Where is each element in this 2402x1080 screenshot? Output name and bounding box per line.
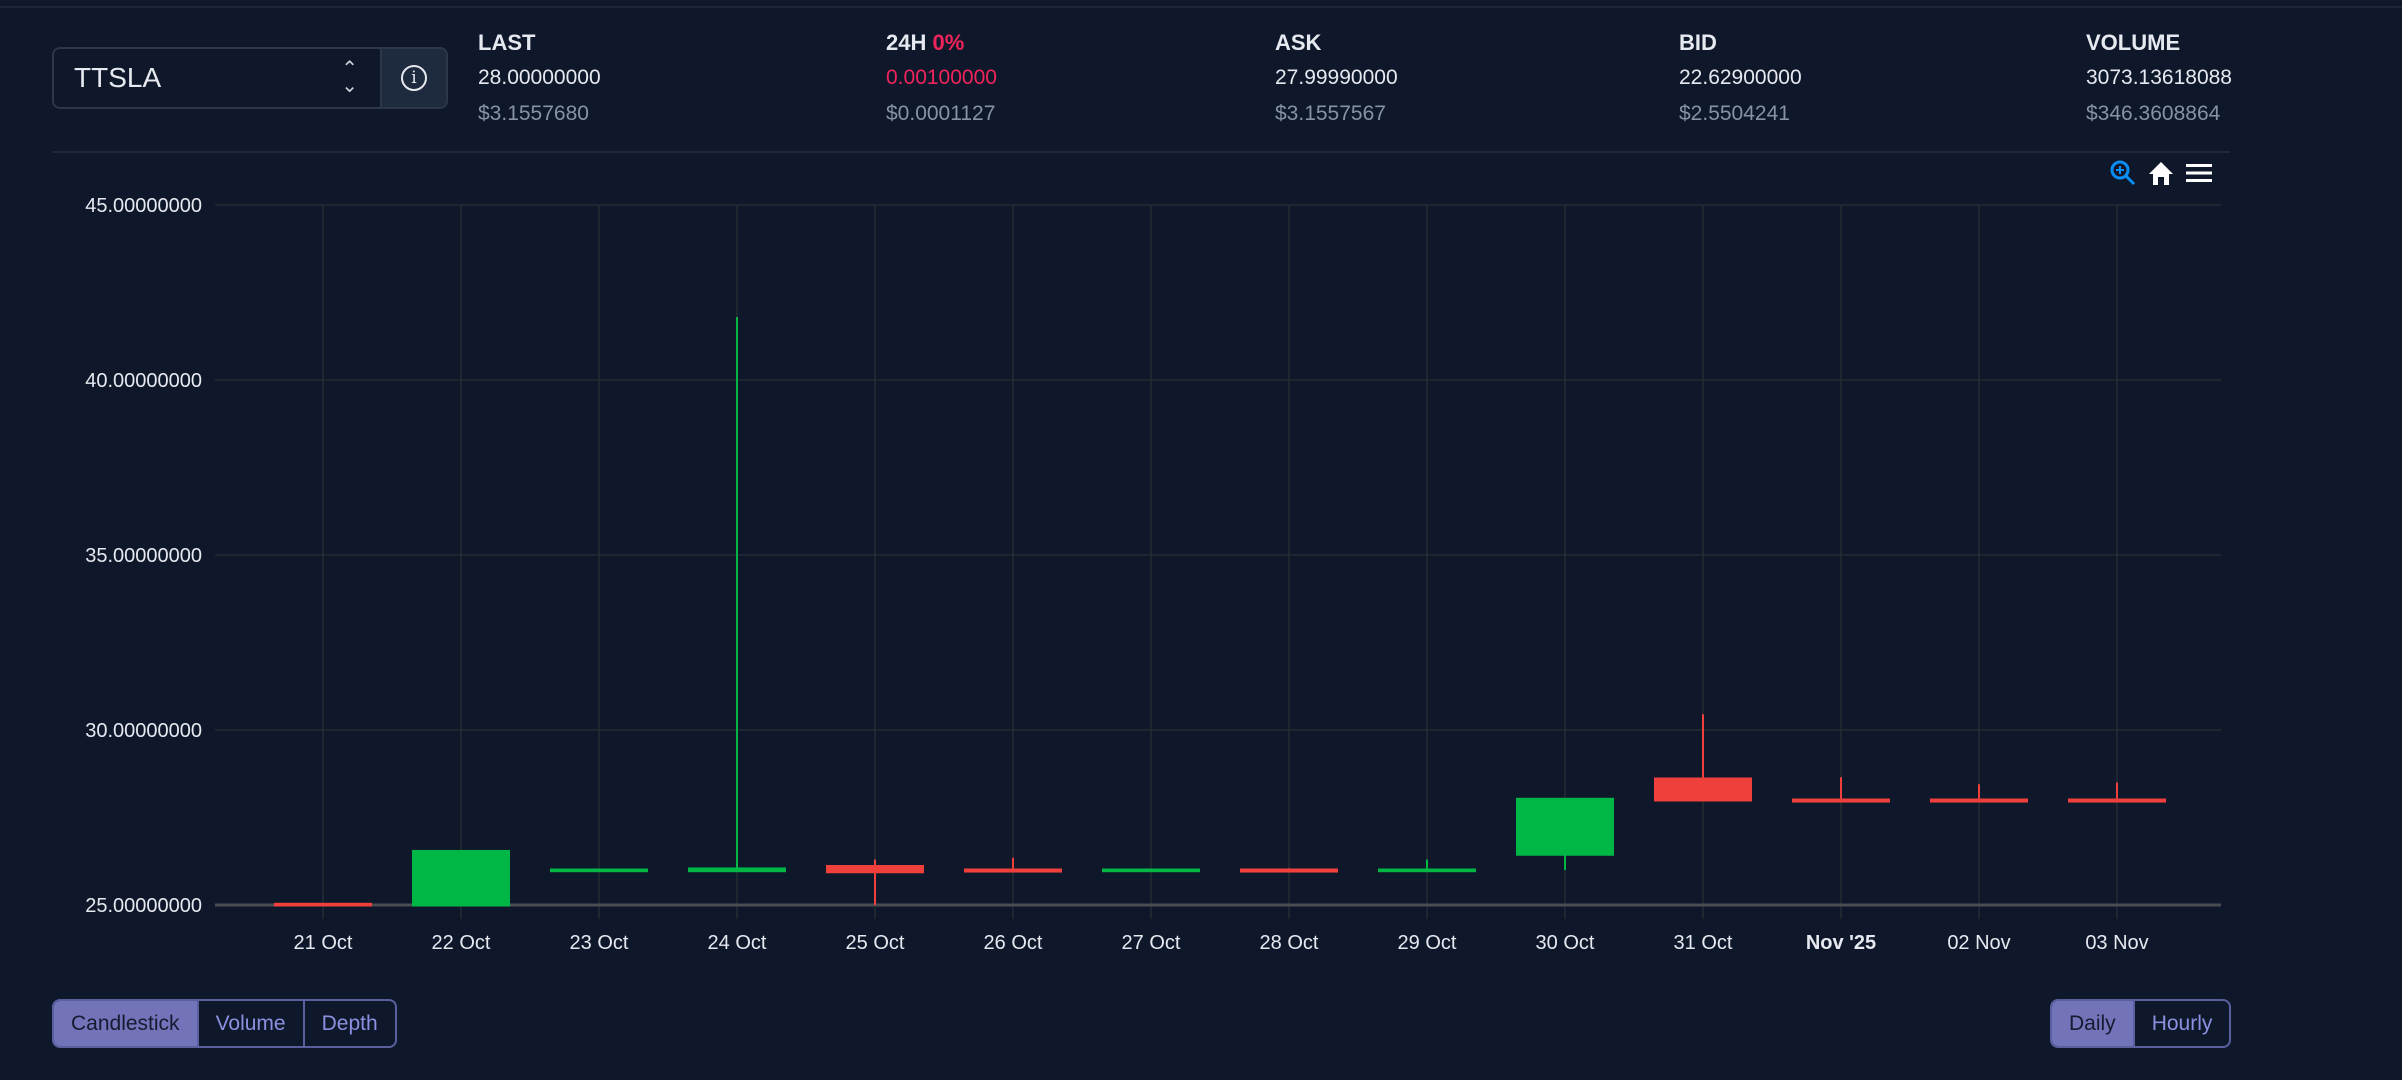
x-tick-label: Nov '25: [1806, 932, 1876, 954]
stat-24h: 24H 0% 0.00100000 $0.0001127: [886, 30, 997, 126]
change-percent: 0%: [932, 30, 965, 55]
volume-button[interactable]: Volume: [196, 1001, 303, 1046]
chart-toolbar: [2108, 158, 2214, 188]
stat-bid: BID 22.62900000 $2.5504241: [1679, 30, 1802, 126]
home-icon[interactable]: [2146, 158, 2176, 188]
stat-label: 24H 0%: [886, 30, 997, 58]
candle-body-up: [1378, 868, 1476, 873]
interval-toggle: Daily Hourly: [2050, 999, 2232, 1048]
x-tick-label: 23 Oct: [570, 932, 629, 954]
candle-body-down: [1240, 868, 1338, 873]
depth-button[interactable]: Depth: [302, 1001, 395, 1046]
chevron-up-down-icon: ⌃ ⌄: [341, 58, 358, 97]
stat-ask: ASK 27.99990000 $3.1557567: [1275, 30, 1398, 126]
y-tick-label: 30.00000000: [85, 720, 202, 742]
candle-body-down: [274, 902, 372, 907]
x-tick-label: 25 Oct: [846, 932, 905, 954]
y-tick-label: 25.00000000: [85, 895, 202, 917]
candle-body-down: [1930, 798, 2028, 803]
stat-value: 22.62900000: [1679, 66, 1802, 89]
candle-body-up: [412, 849, 510, 907]
stat-label-text: 24H: [886, 30, 927, 55]
y-tick-label: 45.00000000: [85, 195, 202, 217]
x-tick-label: 28 Oct: [1260, 932, 1319, 954]
candle-body-up: [1516, 797, 1614, 856]
x-tick-label: 26 Oct: [984, 932, 1043, 954]
stat-usd: $3.1557680: [478, 102, 589, 125]
stat-usd: $346.3608864: [2086, 102, 2221, 125]
chart-type-toggle: Candlestick Volume Depth: [52, 999, 397, 1048]
y-tick-label: 40.00000000: [85, 370, 202, 392]
candle-body-up: [550, 868, 648, 873]
stat-value: 27.99990000: [1275, 66, 1398, 89]
candle-body-up: [1102, 868, 1200, 873]
candle-body-down: [826, 865, 924, 874]
stat-usd: $2.5504241: [1679, 102, 1790, 125]
stat-label: ASK: [1275, 30, 1322, 55]
menu-icon[interactable]: [2184, 158, 2214, 188]
x-tick-label: 22 Oct: [432, 932, 491, 954]
top-border: [0, 6, 2402, 8]
stat-label: BID: [1679, 30, 1717, 55]
info-circle-icon: i: [401, 65, 427, 91]
x-tick-label: 31 Oct: [1674, 932, 1733, 954]
pair-select[interactable]: TTSLA ⌃ ⌄: [52, 47, 382, 109]
pair-select-value: TTSLA: [74, 62, 162, 93]
stat-value: 0.00100000: [886, 66, 997, 89]
stat-value: 3073.13618088: [2086, 66, 2232, 89]
candle-body-down: [2068, 798, 2166, 803]
y-tick-label: 35.00000000: [85, 545, 202, 567]
zoom-in-icon[interactable]: [2108, 158, 2138, 188]
candle-body-down: [1792, 798, 1890, 803]
candle-body-down: [964, 868, 1062, 873]
x-tick-label: 30 Oct: [1536, 932, 1595, 954]
x-tick-label: 21 Oct: [294, 932, 353, 954]
daily-button[interactable]: Daily: [2052, 1001, 2133, 1046]
candle-body-up: [688, 867, 786, 873]
candlestick-chart[interactable]: 25.00000000 30.00000000 35.00000000 40.0000…: [0, 180, 2402, 960]
x-tick-label: 27 Oct: [1122, 932, 1181, 954]
stat-volume: VOLUME 3073.13618088 $346.3608864: [2086, 30, 2232, 126]
stat-label: VOLUME: [2086, 30, 2181, 55]
header-divider: [52, 151, 2230, 153]
hourly-button[interactable]: Hourly: [2132, 1001, 2230, 1046]
x-tick-label: 02 Nov: [1947, 932, 2010, 954]
x-tick-label: 24 Oct: [708, 932, 767, 954]
stat-last: LAST 28.00000000 $3.1557680: [478, 30, 601, 126]
stat-value: 28.00000000: [478, 66, 601, 89]
x-tick-label: 03 Nov: [2085, 932, 2148, 954]
info-button[interactable]: i: [382, 47, 448, 109]
candlestick-button[interactable]: Candlestick: [54, 1001, 197, 1046]
x-tick-label: 29 Oct: [1398, 932, 1457, 954]
candle-body-down: [1654, 777, 1752, 802]
stat-usd: $3.1557567: [1275, 102, 1386, 125]
stat-usd: $0.0001127: [886, 102, 996, 125]
stat-label: LAST: [478, 30, 536, 55]
